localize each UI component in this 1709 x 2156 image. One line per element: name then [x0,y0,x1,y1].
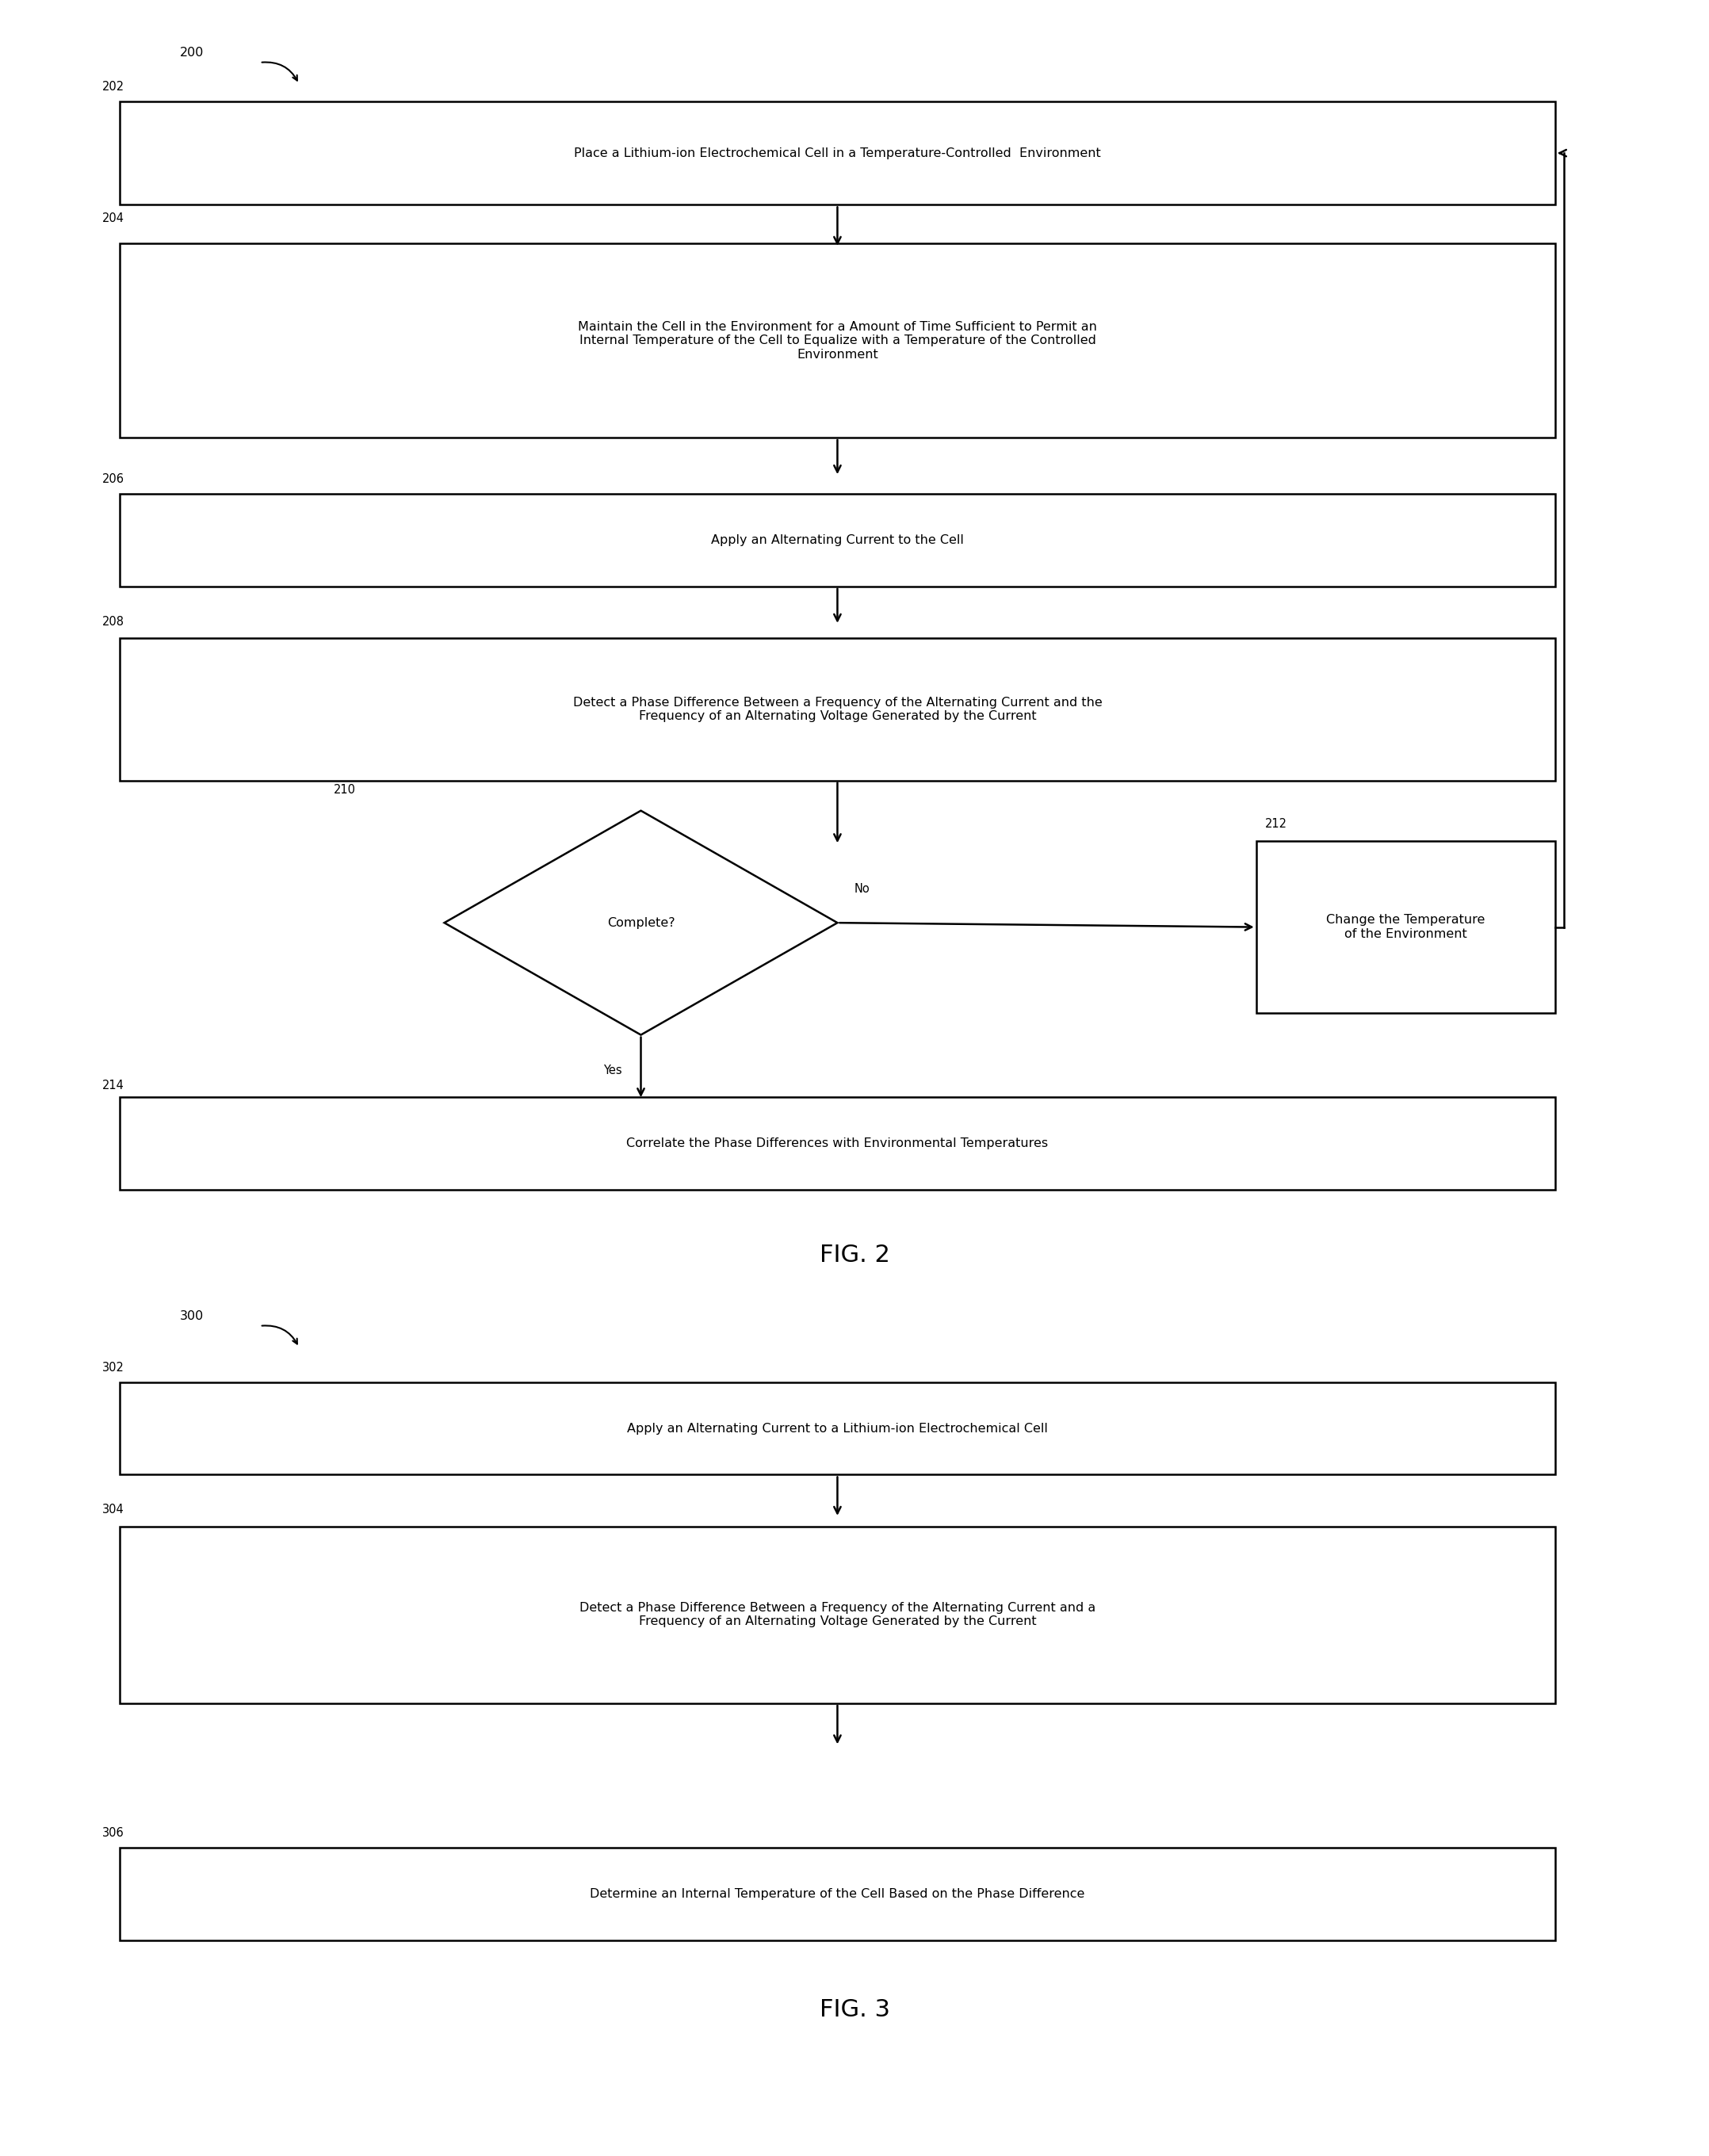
Text: Detect a Phase Difference Between a Frequency of the Alternating Current and a
F: Detect a Phase Difference Between a Freq… [579,1602,1095,1628]
Text: 300: 300 [179,1311,203,1322]
Bar [120,1848,1555,1940]
Text: 206: 206 [103,474,125,485]
Bar [120,1382,1555,1475]
Bar [120,1097,1555,1190]
Bar [120,638,1555,780]
Bar [120,494,1555,586]
Text: 212: 212 [1265,819,1287,830]
Bar [1256,841,1555,1013]
Text: Detect a Phase Difference Between a Frequency of the Alternating Current and the: Detect a Phase Difference Between a Freq… [573,696,1102,722]
Text: Apply an Alternating Current to the Cell: Apply an Alternating Current to the Cell [711,535,964,545]
Text: Complete?: Complete? [607,916,675,929]
Text: Correlate the Phase Differences with Environmental Temperatures: Correlate the Phase Differences with Env… [627,1138,1048,1149]
Text: Change the Temperature
of the Environment: Change the Temperature of the Environmen… [1326,914,1485,940]
Text: Yes: Yes [603,1065,622,1076]
Polygon shape [444,811,837,1035]
Text: Determine an Internal Temperature of the Cell Based on the Phase Difference: Determine an Internal Temperature of the… [590,1889,1085,1899]
Text: 306: 306 [103,1828,125,1839]
Text: 204: 204 [103,213,125,224]
Text: 208: 208 [103,617,125,627]
Text: No: No [854,884,870,895]
Text: FIG. 3: FIG. 3 [819,1999,890,2020]
Bar [120,244,1555,438]
Text: Maintain the Cell in the Environment for a Amount of Time Sufficient to Permit a: Maintain the Cell in the Environment for… [578,321,1097,360]
Text: 210: 210 [333,785,355,796]
Text: 202: 202 [103,82,125,93]
Bar [120,101,1555,205]
Text: 302: 302 [103,1363,125,1373]
Bar [120,1526,1555,1703]
Text: FIG. 2: FIG. 2 [819,1244,890,1266]
Text: 304: 304 [103,1505,125,1516]
Text: 200: 200 [179,47,203,58]
Text: 214: 214 [103,1080,125,1091]
Text: Apply an Alternating Current to a Lithium-ion Electrochemical Cell: Apply an Alternating Current to a Lithiu… [627,1423,1048,1434]
Text: Place a Lithium-ion Electrochemical Cell in a Temperature-Controlled  Environmen: Place a Lithium-ion Electrochemical Cell… [574,147,1101,160]
